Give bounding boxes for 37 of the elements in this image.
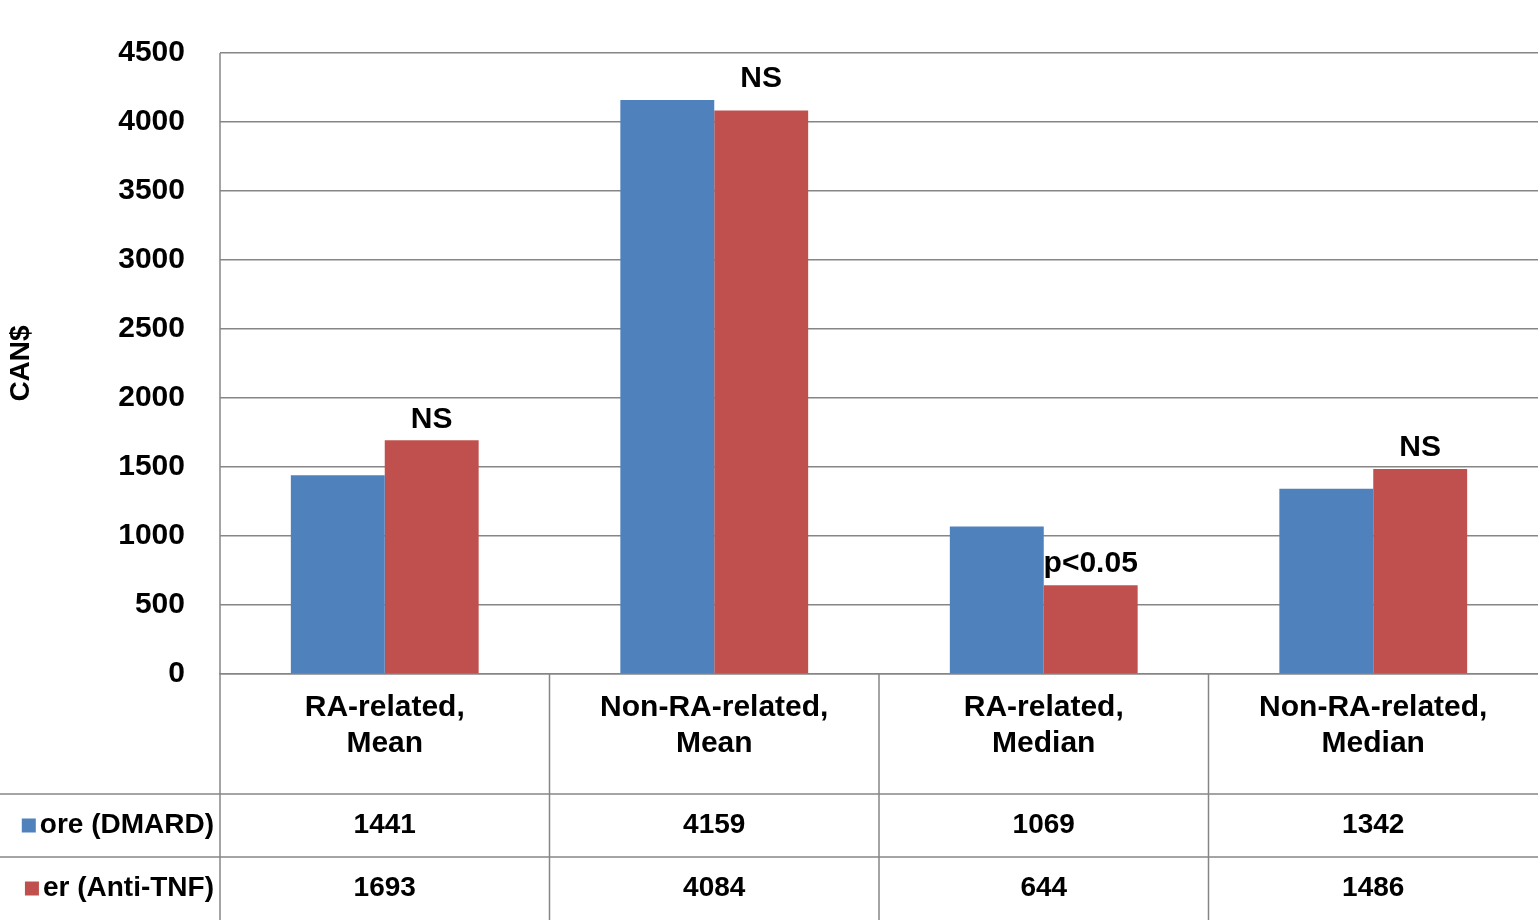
- y-tick-label: 2500: [118, 310, 185, 344]
- y-tick-label: 4500: [118, 34, 185, 68]
- y-tick-label: 4000: [118, 103, 185, 137]
- bar: [1043, 585, 1138, 674]
- data-label: 644: [1020, 871, 1068, 903]
- x-tick-label: RA-related, Mean: [304, 689, 465, 759]
- y-tick-label: 2000: [118, 379, 185, 413]
- bar: [949, 526, 1044, 674]
- data-label: 1441: [353, 808, 416, 840]
- bar: [290, 475, 385, 674]
- bar: [620, 100, 715, 674]
- x-tick-label: RA-related, Median: [963, 689, 1124, 759]
- bar: [384, 440, 479, 674]
- y-tick-label: 3000: [118, 241, 185, 275]
- data-label: 4159: [683, 808, 746, 840]
- y-tick-label: 500: [134, 586, 185, 620]
- annotation: NS: [410, 400, 453, 434]
- bar: [1279, 488, 1374, 674]
- y-tick-label: 0: [168, 655, 185, 689]
- x-tick-label: Non-RA-related, Median: [1259, 689, 1488, 759]
- data-label: 4084: [683, 871, 746, 903]
- annotation: NS: [1399, 429, 1442, 463]
- y-tick-label: 3500: [118, 172, 185, 206]
- data-label: 1069: [1012, 808, 1075, 840]
- bar: [1373, 468, 1468, 674]
- data-label: 1486: [1342, 871, 1405, 903]
- legend-label: er (Anti-TNF): [42, 871, 214, 903]
- y-axis-title: CAN$: [3, 324, 35, 402]
- legend-label: ore (DMARD): [39, 808, 214, 840]
- annotation: NS: [740, 60, 783, 94]
- data-label: 1342: [1342, 808, 1405, 840]
- y-tick-label: 1500: [118, 448, 185, 482]
- data-label: 1693: [353, 871, 416, 903]
- y-tick-label: 1000: [118, 517, 185, 551]
- bar: [714, 110, 809, 674]
- annotation: p<0.05: [1043, 545, 1138, 579]
- x-tick-label: Non-RA-related, Mean: [600, 689, 829, 759]
